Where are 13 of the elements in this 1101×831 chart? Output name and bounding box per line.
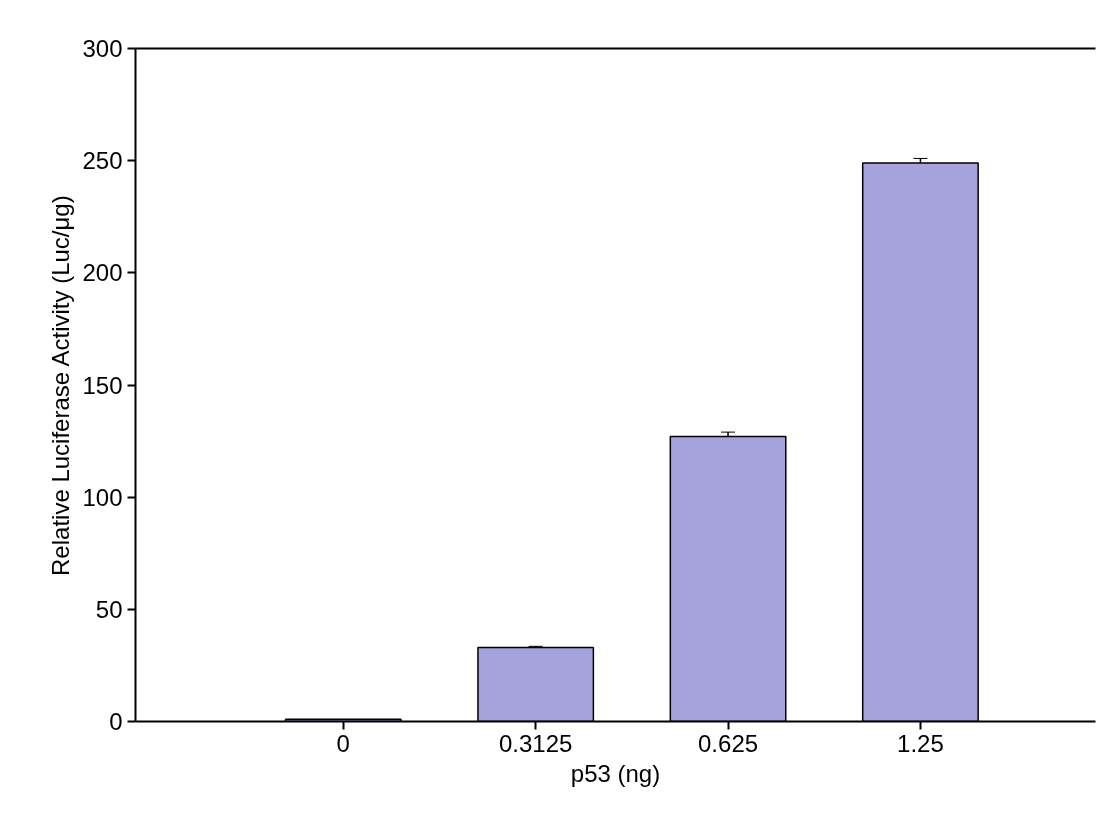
y-tick-label: 50 — [95, 595, 123, 623]
y-tick-label: 0 — [109, 708, 123, 735]
y-tick-label: 150 — [82, 371, 123, 399]
x-tick-label: 0.625 — [698, 729, 759, 757]
x-tick-label: 0 — [336, 729, 350, 757]
x-axis-title: p53 (ng) — [570, 759, 661, 787]
x-tick-label: 0.3125 — [498, 729, 573, 757]
y-axis-title: Relative Luciferase Activity (Luc/μg) — [47, 195, 75, 576]
y-tick-label: 300 — [82, 35, 123, 62]
y-tick-label: 200 — [82, 259, 123, 287]
y-tick-label: 100 — [82, 483, 123, 511]
y-tick-label: 250 — [82, 147, 123, 175]
x-tick-label: 1.25 — [897, 729, 944, 757]
